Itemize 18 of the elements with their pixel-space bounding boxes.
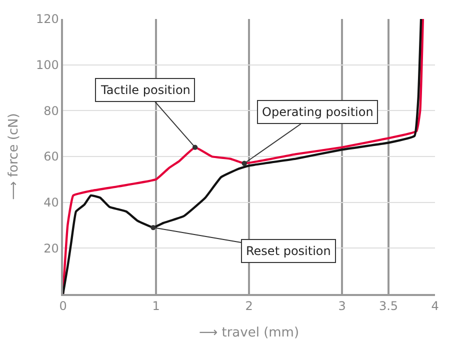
- x-tick-label: 3.5: [378, 299, 398, 314]
- y-tick-label: 100: [36, 58, 59, 72]
- annotation: Operating position: [262, 105, 374, 119]
- y-tick-label: 20: [44, 241, 59, 256]
- y-axis-title: ⟶ force (cN): [6, 113, 22, 200]
- x-tick-label: 3: [338, 299, 346, 314]
- y-tick-label: 40: [44, 196, 59, 210]
- x-tick-label: 4: [431, 299, 439, 314]
- y-tick-label: 80: [44, 104, 59, 118]
- point: [150, 224, 156, 230]
- x-axis-title: ⟶ travel (mm): [198, 325, 300, 340]
- x-tick-label: 2: [245, 299, 253, 314]
- annotation: Tactile position: [100, 83, 190, 97]
- y-tick-label: 120: [36, 12, 59, 26]
- x-tick-label: 1: [152, 299, 160, 314]
- x-tick-label: 0: [59, 299, 67, 314]
- y-tick-label: 60: [44, 150, 59, 164]
- annotation: Reset position: [246, 244, 331, 258]
